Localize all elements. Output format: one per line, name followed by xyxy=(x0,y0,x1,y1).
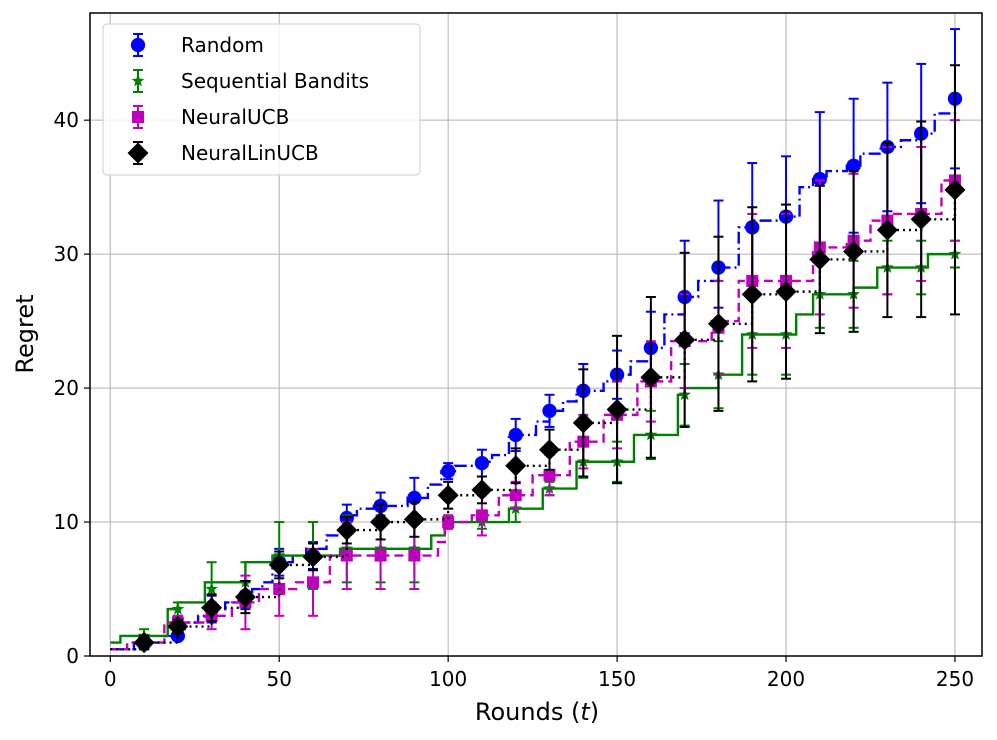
data-point xyxy=(302,546,324,568)
plot-area-frame xyxy=(89,12,983,657)
data-point xyxy=(307,576,319,589)
data-point xyxy=(201,597,223,619)
data-point xyxy=(542,403,557,419)
x-tick-label: 0 xyxy=(104,667,117,691)
legend-label: Random xyxy=(181,33,264,57)
legend: Random Sequential Bandits NeuralUCB NeuralL… xyxy=(102,23,421,176)
data-point xyxy=(707,313,729,335)
data-point xyxy=(910,208,932,230)
y-tick-label: 10 xyxy=(54,510,79,534)
grid xyxy=(90,13,982,657)
data-point xyxy=(234,586,256,608)
data-point xyxy=(543,469,556,482)
data-point xyxy=(809,248,831,270)
data-point xyxy=(876,219,898,241)
data-point xyxy=(268,554,290,576)
x-axis-label: Rounds (t) xyxy=(475,698,599,726)
data-point xyxy=(171,602,185,615)
data-point xyxy=(474,455,490,471)
legend-entry: NeuralUCB xyxy=(132,105,289,129)
legend-box xyxy=(102,23,421,176)
data-point xyxy=(509,489,522,502)
series-line xyxy=(110,189,957,651)
legend-label: Sequential Bandits xyxy=(181,69,369,93)
data-point xyxy=(336,519,358,541)
data-point xyxy=(437,484,459,506)
data-point xyxy=(775,281,797,303)
x-tick-label: 100 xyxy=(429,667,467,691)
series-line xyxy=(110,179,955,651)
y-tick-label: 0 xyxy=(66,644,79,668)
data-point xyxy=(843,240,865,262)
legend-entry: Random xyxy=(130,33,264,57)
data-point xyxy=(539,439,561,461)
data-point xyxy=(606,399,628,421)
data-point xyxy=(442,516,455,529)
y-tick-label: 30 xyxy=(54,242,79,266)
data-point xyxy=(572,412,594,434)
data-point xyxy=(508,427,523,443)
y-tick-label: 20 xyxy=(54,376,79,400)
data-point xyxy=(205,582,218,595)
series-line xyxy=(110,252,955,644)
data-point xyxy=(741,283,763,305)
legend-label: NeuralUCB xyxy=(181,105,289,129)
series-neurallinucb xyxy=(110,64,966,654)
data-point xyxy=(370,511,392,533)
legend-marker xyxy=(132,111,144,123)
data-point xyxy=(167,616,189,638)
data-point xyxy=(441,463,456,479)
data-point xyxy=(408,549,421,562)
legend-marker xyxy=(127,142,149,164)
data-point xyxy=(471,479,493,501)
series-group xyxy=(110,28,966,654)
y-tick-label: 40 xyxy=(54,108,79,132)
data-point xyxy=(374,549,387,562)
x-tick-label: 150 xyxy=(598,667,636,691)
data-point xyxy=(846,158,861,173)
legend-marker xyxy=(130,37,146,53)
data-point xyxy=(505,455,527,477)
data-point xyxy=(403,508,425,530)
axis-ticks: 0 50 100 150 200 250 0 10 20 30 40 xyxy=(54,108,975,691)
x-tick-label: 250 xyxy=(936,667,974,691)
legend-label: NeuralLinUCB xyxy=(181,141,319,165)
x-tick-label: 200 xyxy=(767,667,805,691)
data-point xyxy=(674,329,696,351)
data-point xyxy=(812,171,827,187)
legend-entry: NeuralLinUCB xyxy=(127,141,319,165)
data-point xyxy=(475,509,488,522)
legend-marker xyxy=(131,74,145,87)
data-point xyxy=(640,366,662,388)
legend-entry: Sequential Bandits xyxy=(131,69,369,93)
data-point xyxy=(133,632,155,654)
x-tick-label: 50 xyxy=(266,667,291,691)
y-axis-label: Regret xyxy=(11,294,39,373)
data-point xyxy=(944,179,966,201)
